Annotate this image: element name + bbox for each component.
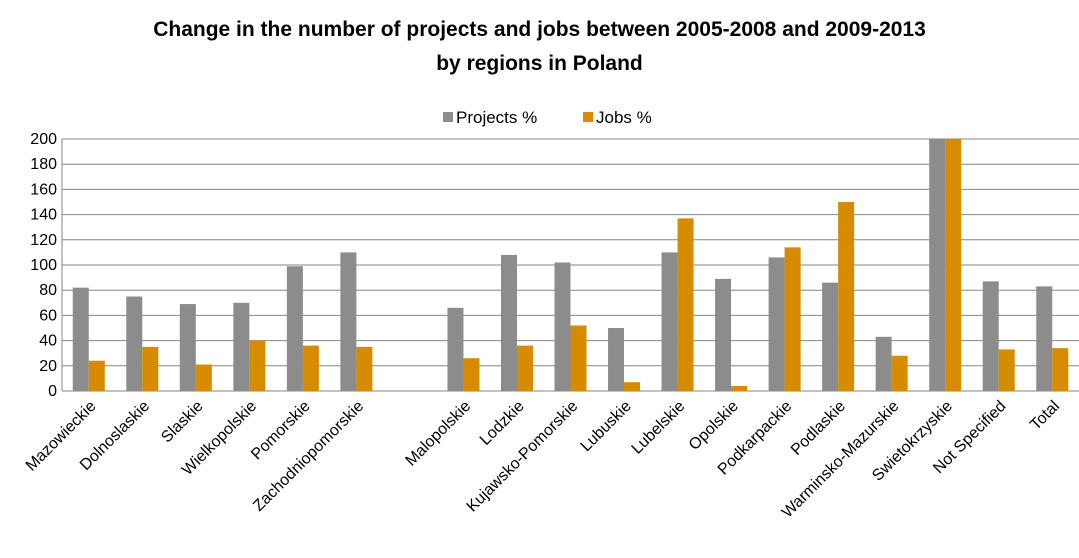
bar-jobs [838, 202, 855, 391]
bar-projects [715, 278, 732, 391]
y-tick-label: 100 [30, 257, 57, 274]
x-tick-label: Lubuskie [578, 398, 635, 455]
bar-jobs [945, 139, 962, 391]
bar-jobs [142, 346, 159, 391]
bar-projects [72, 287, 89, 391]
bar-projects [126, 296, 143, 391]
y-tick-label: 20 [39, 358, 57, 375]
bar-jobs [195, 364, 212, 391]
bar-jobs [88, 360, 105, 391]
bar-jobs [463, 358, 480, 391]
bar-projects [447, 307, 464, 391]
chart-title-line2: by regions in Poland [436, 52, 643, 75]
x-tick-label: Lubelskie [629, 398, 689, 458]
bar-jobs [302, 345, 319, 391]
bar-jobs [998, 349, 1015, 391]
bar-jobs [784, 247, 801, 391]
bar-jobs [677, 218, 694, 391]
bar-jobs [516, 345, 533, 391]
x-tick-label: Zachodniopomorskie [250, 398, 367, 515]
bar-jobs [891, 355, 908, 391]
bar-projects [500, 254, 517, 391]
x-tick-label: Lodzkie [477, 398, 528, 449]
x-tick-label: Slaskie [158, 398, 207, 447]
x-tick-label: Malopolskie [403, 398, 475, 470]
legend-swatch [443, 112, 453, 122]
y-tick-label: 160 [30, 181, 57, 198]
bar-projects [179, 304, 196, 391]
x-tick-label: Kujawsko-Pomorskie [464, 398, 582, 516]
bar-projects [768, 257, 785, 391]
y-tick-label: 80 [39, 282, 57, 299]
bar-jobs [570, 325, 587, 391]
legend-swatch [583, 112, 593, 122]
bar-jobs [624, 382, 641, 391]
bar-projects [1036, 286, 1053, 391]
y-tick-label: 180 [30, 156, 57, 173]
x-tick-label: Opolskie [686, 398, 742, 454]
y-tick-label: 140 [30, 207, 57, 224]
legend-label: Projects % [456, 108, 537, 127]
chart-title-line1: Change in the number of projects and job… [153, 18, 926, 41]
y-tick-label: 200 [30, 131, 57, 148]
x-tick-label: Total [1027, 398, 1063, 434]
bar-projects [982, 281, 999, 391]
bar-projects [340, 252, 357, 391]
bar-jobs [356, 346, 373, 391]
bar-jobs [1052, 348, 1069, 391]
y-tick-label: 40 [39, 333, 57, 350]
bar-projects [554, 262, 571, 391]
bar-projects [822, 282, 839, 391]
bar-jobs [249, 340, 266, 391]
legend-label: Jobs % [596, 108, 652, 127]
bar-projects [233, 302, 250, 391]
y-tick-label: 60 [39, 307, 57, 324]
bar-jobs [731, 385, 748, 391]
y-tick-label: 0 [48, 383, 57, 400]
bar-projects [608, 328, 625, 391]
bar-projects [929, 139, 946, 391]
bar-projects [286, 266, 303, 391]
y-tick-label: 120 [30, 232, 57, 249]
bar-projects [875, 336, 892, 391]
bar-projects [661, 252, 678, 391]
